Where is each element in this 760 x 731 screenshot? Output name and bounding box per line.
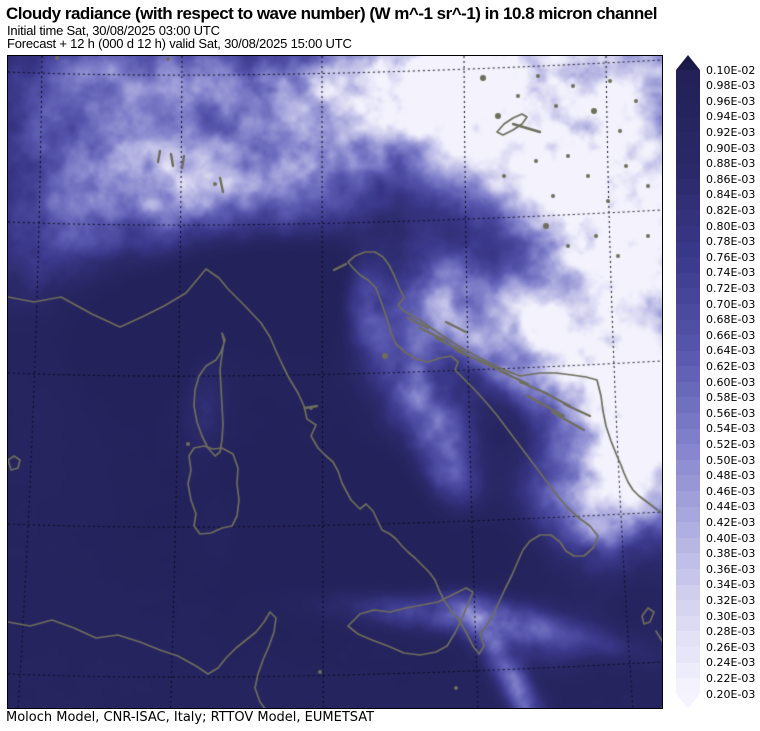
map-frame	[7, 55, 663, 709]
colorbar-tick-label: 0.20E-03	[706, 687, 756, 701]
colorbar-segment	[676, 631, 700, 647]
colorbar-tick-label: 0.48E-03	[706, 469, 756, 483]
colorbar-tick-label: 0.44E-03	[706, 500, 756, 514]
colorbar-segment	[676, 413, 700, 429]
colorbar-segment	[676, 444, 700, 460]
initial-time-line: Initial time Sat, 30/08/2025 03:00 UTC	[7, 23, 220, 38]
credits-text: Moloch Model, CNR-ISAC, Italy; RTTOV Mod…	[6, 710, 375, 725]
colorbar-segment	[676, 584, 700, 601]
colorbar-tick-label: 0.66E-03	[706, 328, 756, 342]
colorbar-tick-label: 0.10E-02	[706, 63, 756, 77]
colorbar-segment	[676, 397, 700, 414]
forecast-line: Forecast + 12 h (000 d 12 h) valid Sat, …	[7, 36, 352, 51]
colorbar-segment	[676, 662, 700, 679]
colorbar-segment	[676, 272, 700, 289]
colorbar-tick-label: 0.72E-03	[706, 281, 756, 295]
colorbar-tick-label: 0.88E-03	[706, 157, 756, 171]
colorbar-tick-label: 0.50E-03	[706, 453, 756, 467]
colorbar-tick-label: 0.84E-03	[706, 188, 756, 202]
colorbar-tick-label: 0.42E-03	[706, 515, 756, 529]
colorbar-segment	[676, 553, 700, 569]
colorbar-tick-label: 0.24E-03	[706, 656, 756, 670]
colorbar-segment	[676, 163, 700, 180]
colorbar-tick-label: 0.98E-03	[706, 79, 756, 93]
colorbar-segments	[676, 70, 700, 694]
colorbar-segment	[676, 569, 700, 585]
colorbar-segment	[676, 132, 700, 148]
colorbar-segment	[676, 85, 700, 102]
colorbar-tick-label: 0.64E-03	[706, 344, 756, 358]
colorbar-tick-label: 0.40E-03	[706, 531, 756, 545]
colorbar-segment	[676, 491, 700, 507]
colorbar-tick-label: 0.58E-03	[706, 391, 756, 405]
colorbar-tick-label: 0.60E-03	[706, 375, 756, 389]
colorbar-segment	[676, 428, 700, 445]
colorbar-segment	[676, 600, 700, 616]
colorbar	[676, 55, 700, 715]
colorbar-segment	[676, 101, 700, 117]
colorbar-tick-label: 0.22E-03	[706, 671, 756, 685]
colorbar-segment	[676, 288, 700, 304]
colorbar-segment	[676, 537, 700, 554]
colorbar-tick-label: 0.38E-03	[706, 547, 756, 561]
colorbar-segment	[676, 678, 700, 694]
colorbar-tick-label: 0.30E-03	[706, 609, 756, 623]
colorbar-segment	[676, 615, 700, 632]
colorbar-segment	[676, 319, 700, 336]
colorbar-segment	[676, 210, 700, 226]
page-title: Cloudy radiance (with respect to wave nu…	[6, 4, 657, 23]
colorbar-segment	[676, 459, 700, 476]
colorbar-tick-label: 0.68E-03	[706, 313, 756, 327]
colorbar-tick-label: 0.96E-03	[706, 94, 756, 108]
colorbar-segment	[676, 225, 700, 242]
colorbar-tick-label: 0.36E-03	[706, 562, 756, 576]
radiance-map-canvas	[8, 56, 662, 708]
colorbar-segment	[676, 522, 700, 538]
colorbar-segment	[676, 257, 700, 273]
colorbar-segment	[676, 116, 700, 133]
colorbar-tick-label: 0.90E-03	[706, 141, 756, 155]
colorbar-tick-label: 0.86E-03	[706, 172, 756, 186]
colorbar-tick-label: 0.76E-03	[706, 250, 756, 264]
colorbar-tick-label: 0.82E-03	[706, 203, 756, 217]
colorbar-labels: 0.10E-02 0.98E-03 0.96E-03 0.94E-03 0.92E-03…	[706, 55, 760, 731]
colorbar-tick-label: 0.92E-03	[706, 125, 756, 139]
colorbar-tick-label: 0.26E-03	[706, 640, 756, 654]
colorbar-segment	[676, 506, 700, 523]
colorbar-segment	[676, 381, 700, 398]
colorbar-segment	[676, 70, 700, 86]
colorbar-tick-label: 0.62E-03	[706, 359, 756, 373]
colorbar-segment	[676, 147, 700, 164]
colorbar-tick-label: 0.32E-03	[706, 593, 756, 607]
colorbar-tick-label: 0.74E-03	[706, 266, 756, 280]
colorbar-arrow-down-icon	[676, 693, 700, 709]
colorbar-tick-label: 0.80E-03	[706, 219, 756, 233]
colorbar-tick-label: 0.52E-03	[706, 437, 756, 451]
colorbar-segment	[676, 241, 700, 258]
colorbar-arrow-up-icon	[676, 55, 700, 70]
colorbar-tick-label: 0.56E-03	[706, 406, 756, 420]
colorbar-segment	[676, 646, 700, 663]
colorbar-segment	[676, 303, 700, 320]
colorbar-tick-label: 0.78E-03	[706, 235, 756, 249]
colorbar-tick-label: 0.54E-03	[706, 422, 756, 436]
colorbar-tick-label: 0.94E-03	[706, 110, 756, 124]
colorbar-tick-label: 0.46E-03	[706, 484, 756, 498]
colorbar-tick-label: 0.34E-03	[706, 578, 756, 592]
colorbar-segment	[676, 194, 700, 211]
colorbar-tick-label: 0.28E-03	[706, 625, 756, 639]
colorbar-segment	[676, 335, 700, 351]
colorbar-segment	[676, 366, 700, 382]
colorbar-segment	[676, 350, 700, 367]
colorbar-tick-label: 0.70E-03	[706, 297, 756, 311]
colorbar-segment	[676, 475, 700, 492]
colorbar-segment	[676, 179, 700, 195]
